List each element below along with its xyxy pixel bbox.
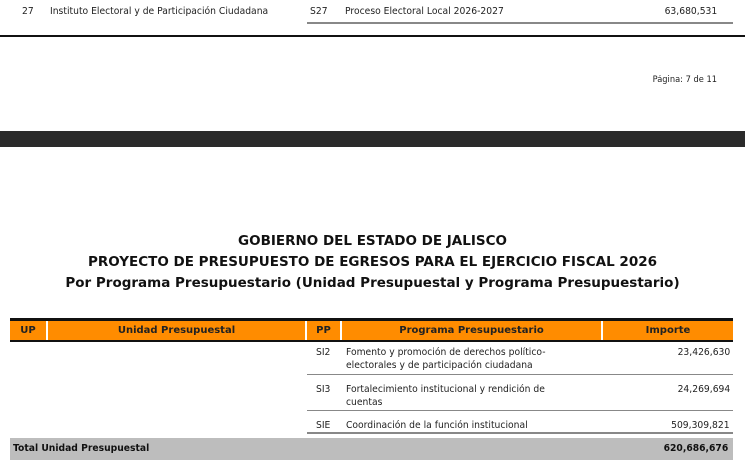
importe: 24,269,694 bbox=[677, 384, 730, 395]
pp-code: SIE bbox=[316, 420, 331, 431]
row-divider bbox=[307, 374, 733, 375]
up-code: 27 bbox=[22, 6, 34, 17]
total-row: Total Unidad Presupuestal 620,686,676 bbox=[10, 438, 733, 460]
programa-name: Proceso Electoral Local 2026-2027 bbox=[345, 6, 504, 17]
unidad-name: Instituto Electoral y de Participación C… bbox=[50, 6, 269, 17]
programa-name: Fortalecimiento institucional y rendició… bbox=[346, 384, 545, 395]
pp-code: S27 bbox=[310, 6, 328, 17]
table-top-rule bbox=[10, 318, 733, 321]
header-pp: PP bbox=[307, 321, 342, 340]
title-2: PROYECTO DE PRESUPUESTO DE EGRESOS PARA … bbox=[87, 254, 658, 270]
pp-code: SI2 bbox=[316, 347, 331, 358]
header-bottom-rule bbox=[10, 340, 733, 342]
total-label: Total Unidad Presupuestal bbox=[13, 443, 150, 454]
programa-name-cont: cuentas bbox=[346, 397, 383, 408]
row-divider bbox=[307, 22, 733, 24]
importe: 23,426,630 bbox=[677, 347, 730, 358]
row-divider bbox=[307, 410, 733, 411]
title-3: Por Programa Presupuestario (Unidad Pres… bbox=[65, 275, 680, 291]
programa-name-cont: electorales y de participación ciudadana bbox=[346, 360, 533, 371]
header-importe: Importe bbox=[603, 321, 733, 340]
importe: 509,309,821 bbox=[671, 420, 730, 431]
header-up: UP bbox=[10, 321, 48, 340]
row-divider bbox=[307, 432, 733, 434]
page-separator bbox=[0, 131, 745, 147]
header-programa: Programa Presupuestario bbox=[342, 321, 603, 340]
header-unidad: Unidad Presupuestal bbox=[48, 321, 307, 340]
pp-code: SI3 bbox=[316, 384, 331, 395]
programa-name: Coordinación de la función institucional bbox=[346, 420, 528, 431]
importe: 63,680,531 bbox=[664, 6, 717, 17]
programa-name: Fomento y promoción de derechos político… bbox=[346, 347, 546, 358]
page-number: Página: 7 de 11 bbox=[652, 75, 717, 85]
page-rule bbox=[0, 35, 745, 37]
total-importe: 620,686,676 bbox=[663, 443, 728, 454]
title-1: GOBIERNO DEL ESTADO DE JALISCO bbox=[238, 233, 507, 249]
